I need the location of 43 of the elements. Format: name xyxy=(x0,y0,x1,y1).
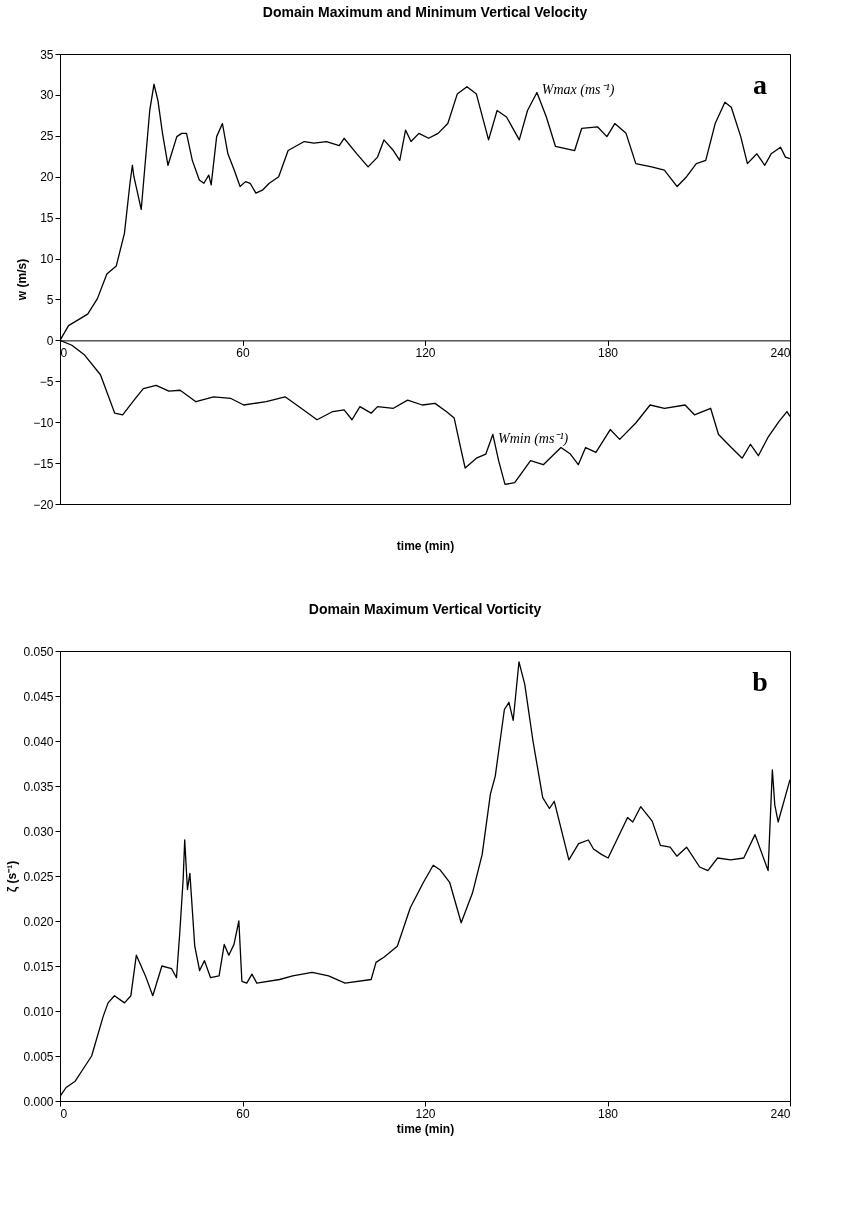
annotation: b xyxy=(752,666,768,697)
x-axis-title: time (min) xyxy=(396,538,455,553)
x-tick-label: 240 xyxy=(770,1106,791,1121)
x-tick-label: 180 xyxy=(597,1106,619,1121)
y-tick-label: 5 xyxy=(46,292,54,307)
y-tick-label: −20 xyxy=(33,497,54,512)
chart-title: Domain Maximum Vertical Vorticity xyxy=(308,601,542,617)
series-label: Wmin (ms⁻¹) xyxy=(498,430,569,447)
y-axis-title: w (m/s) xyxy=(15,258,30,302)
x-tick-label: 240 xyxy=(770,345,791,360)
chart-title: Domain Maximum and Minimum Vertical Velocity xyxy=(262,4,588,20)
y-tick-label: 0.005 xyxy=(23,1049,54,1064)
series-label: Wmax (ms⁻¹) xyxy=(541,82,615,98)
y-tick-label: 0.025 xyxy=(23,869,54,884)
y-tick-label: 0.045 xyxy=(23,689,54,704)
y-tick-label: 35 xyxy=(40,47,54,62)
y-tick-label: 0.010 xyxy=(23,1004,54,1019)
y-tick-label: 0 xyxy=(46,333,54,348)
y-tick-label: 0.000 xyxy=(23,1094,54,1109)
y-tick-label: −15 xyxy=(33,456,54,471)
y-tick-label: 30 xyxy=(40,88,54,103)
y-tick-label: 0.020 xyxy=(23,914,54,929)
x-tick-label: 60 xyxy=(236,345,250,360)
y-tick-label: −5 xyxy=(39,374,54,389)
x-tick-label: 120 xyxy=(415,1106,436,1121)
y-tick-label: 0.015 xyxy=(23,959,54,974)
y-tick-label: −10 xyxy=(33,415,54,430)
x-tick-label: 0 xyxy=(60,1106,68,1121)
y-tick-label: 0.050 xyxy=(23,644,54,659)
x-tick-label: 60 xyxy=(236,1106,250,1121)
x-tick-label: 0 xyxy=(60,345,68,360)
x-tick-label: 180 xyxy=(597,345,619,360)
y-tick-label: 0.030 xyxy=(23,824,54,839)
y-tick-label: 10 xyxy=(40,252,54,267)
y-tick-label: 15 xyxy=(40,211,54,226)
x-axis-title: time (min) xyxy=(396,1121,455,1136)
y-axis-title: ζ (s⁻¹) xyxy=(5,860,20,893)
y-tick-label: 25 xyxy=(40,129,54,144)
y-tick-label: 20 xyxy=(40,170,54,185)
annotation: a xyxy=(753,69,767,100)
y-tick-label: 0.035 xyxy=(23,779,54,794)
x-tick-label: 120 xyxy=(415,345,436,360)
y-tick-label: 0.040 xyxy=(23,734,54,749)
